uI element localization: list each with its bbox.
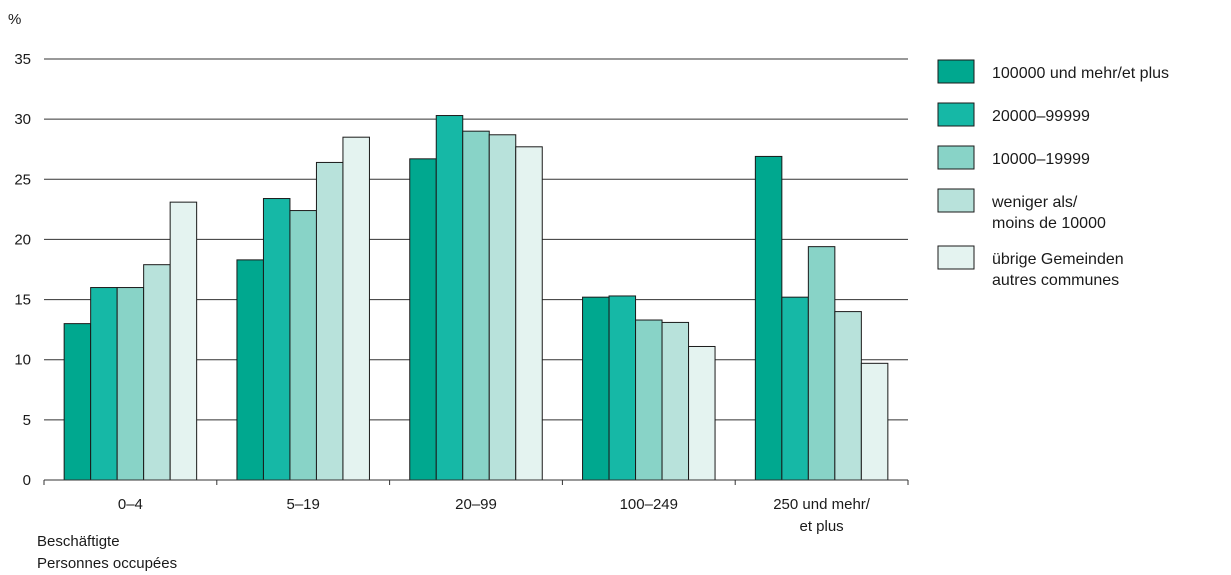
bar xyxy=(582,296,610,481)
x-tick-label: 5–19 xyxy=(287,496,320,513)
legend-label: moins de 10000 xyxy=(992,215,1106,232)
y-tick-label: 5 xyxy=(23,412,31,429)
bar xyxy=(608,295,637,481)
bar xyxy=(435,115,464,481)
bar xyxy=(169,201,198,481)
bar xyxy=(462,130,490,481)
legend-swatch xyxy=(937,59,975,84)
y-tick-label: 0 xyxy=(23,472,31,489)
y-tick-label: 20 xyxy=(14,231,31,248)
legend-swatch xyxy=(937,245,975,270)
bar xyxy=(342,136,370,481)
bar xyxy=(409,158,437,481)
x-tick-label: et plus xyxy=(799,518,843,535)
bar xyxy=(860,362,889,481)
bar xyxy=(754,155,783,481)
legend-swatch xyxy=(937,188,975,213)
bar xyxy=(834,311,862,481)
y-tick-label: 10 xyxy=(14,352,31,369)
bar xyxy=(236,259,264,481)
bar xyxy=(488,134,517,481)
x-tick-label: 0–4 xyxy=(118,496,143,513)
legend-swatch xyxy=(937,145,975,170)
legend-label: 20000–99999 xyxy=(992,108,1090,125)
x-tick-label: 100–249 xyxy=(620,496,678,513)
axes: 0 5 10 15 20 25 30 35 0–4 5–19 20–99 100–249 250 und… xyxy=(14,51,909,535)
legend-label: 100000 und mehr/et plus xyxy=(992,65,1169,82)
legend-swatch xyxy=(937,102,975,127)
legend: 100000 und mehr/et plus 20000–99999 10000–… xyxy=(937,59,1169,289)
y-tick-label: 15 xyxy=(14,292,31,309)
bar xyxy=(289,210,317,481)
x-tick-label: 20–99 xyxy=(455,496,497,513)
legend-label: weniger als/ xyxy=(991,194,1078,211)
bar xyxy=(515,146,543,481)
y-tick-label: 25 xyxy=(14,171,31,188)
bar xyxy=(90,287,118,481)
bar xyxy=(116,287,145,481)
bar xyxy=(143,264,171,481)
bar xyxy=(635,319,663,481)
x-axis-title-line: Personnes occupées xyxy=(37,555,177,572)
x-tick-label: 250 und mehr/ xyxy=(773,496,871,513)
bar xyxy=(661,321,690,481)
bar xyxy=(807,246,836,481)
x-axis-title: Beschäftigte Personnes occupées xyxy=(37,533,177,572)
y-axis-unit-label: % xyxy=(8,11,21,28)
legend-label: 10000–19999 xyxy=(992,151,1090,168)
bar xyxy=(315,161,344,481)
legend-label: autres communes xyxy=(992,272,1119,289)
bar xyxy=(262,198,291,481)
x-axis-title-line: Beschäftigte xyxy=(37,533,120,550)
y-tick-label: 30 xyxy=(14,111,31,128)
bars xyxy=(63,115,889,481)
bar xyxy=(63,323,92,481)
bar xyxy=(781,296,809,481)
bar xyxy=(688,345,716,481)
y-tick-label: 35 xyxy=(14,51,31,68)
legend-label: übrige Gemeinden xyxy=(992,251,1124,268)
